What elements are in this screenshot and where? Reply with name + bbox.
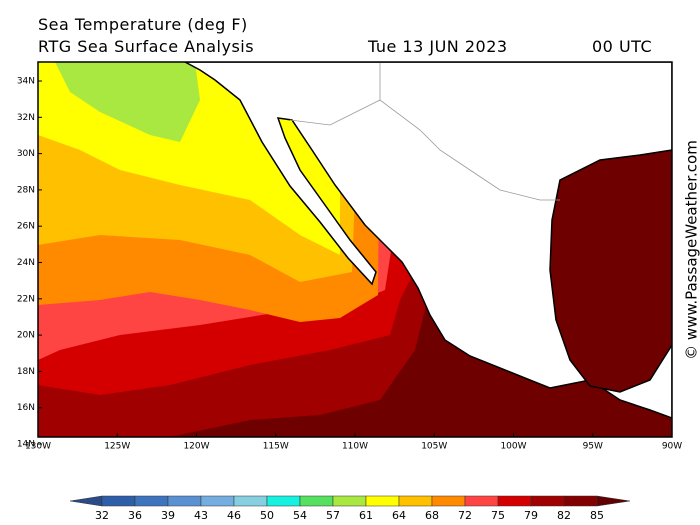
colorbar-swatch xyxy=(365,495,400,507)
lat-label: 14N xyxy=(17,440,35,450)
colorbar-label: 46 xyxy=(227,509,241,522)
lat-label: 28N xyxy=(17,185,35,195)
date: Tue 13 JUN 2023 xyxy=(367,37,508,56)
watermark: © www.PassageWeather.com xyxy=(683,140,700,360)
border xyxy=(289,99,560,201)
colorbar-swatch xyxy=(464,495,499,507)
lat-label: 22N xyxy=(17,294,35,304)
colorbar-arrow xyxy=(596,495,631,507)
colorbar-arrow xyxy=(69,495,103,507)
lon-label: 130W xyxy=(25,442,51,452)
lon-label: 120W xyxy=(183,442,209,452)
colorbar-swatch xyxy=(200,495,235,507)
subtitle: RTG Sea Surface Analysis xyxy=(38,37,254,56)
colorbar-swatch xyxy=(299,495,334,507)
colorbar-swatch xyxy=(563,495,598,507)
colorbar-swatch xyxy=(497,495,532,507)
colorbar-label: 75 xyxy=(491,509,505,522)
land xyxy=(184,62,672,419)
colorbar-label: 72 xyxy=(458,509,472,522)
colorbar-label: 57 xyxy=(326,509,340,522)
colorbar-swatch xyxy=(233,495,268,507)
lat-label: 16N xyxy=(17,403,35,413)
colorbar-swatch xyxy=(332,495,367,507)
lon-label: 115W xyxy=(263,442,289,452)
lat-label: 32N xyxy=(17,113,35,123)
lat-label: 18N xyxy=(17,367,35,377)
lat-label: 34N xyxy=(17,77,35,87)
lat-label: 24N xyxy=(17,258,35,268)
colorbar-swatch xyxy=(101,495,136,507)
colorbar-label: 43 xyxy=(194,509,208,522)
lon-label: 95W xyxy=(583,442,603,452)
lon-label: 110W xyxy=(342,442,368,452)
time: 00 UTC xyxy=(592,37,652,56)
colorbar-label: 32 xyxy=(95,509,109,522)
map xyxy=(38,62,672,437)
colorbar-label: 85 xyxy=(590,509,604,522)
colorbar-label: 39 xyxy=(161,509,175,522)
colorbar-label: 79 xyxy=(524,509,538,522)
lon-label: 90W xyxy=(662,442,682,452)
colorbar-label: 64 xyxy=(392,509,406,522)
colorbar-swatch xyxy=(530,495,565,507)
lon-label: 125W xyxy=(104,442,130,452)
colorbar-swatch xyxy=(134,495,169,507)
colorbar-swatch xyxy=(167,495,202,507)
title: Sea Temperature (deg F) xyxy=(38,15,248,34)
colorbar-label: 36 xyxy=(128,509,142,522)
lat-label: 30N xyxy=(17,149,35,159)
colorbar-label: 68 xyxy=(425,509,439,522)
lat-label: 26N xyxy=(17,222,35,232)
colorbar-label: 61 xyxy=(359,509,373,522)
colorbar-swatch xyxy=(431,495,466,507)
gulf-of-mexico xyxy=(549,149,672,393)
colorbar-swatch xyxy=(398,495,433,507)
lon-label: 100W xyxy=(500,442,526,452)
colorbar-swatch xyxy=(266,495,301,507)
colorbar-label: 54 xyxy=(293,509,307,522)
colorbar-label: 50 xyxy=(260,509,274,522)
colorbar-label: 82 xyxy=(557,509,571,522)
lat-label: 20N xyxy=(17,331,35,341)
lon-label: 105W xyxy=(421,442,447,452)
sst-zone xyxy=(55,62,200,142)
